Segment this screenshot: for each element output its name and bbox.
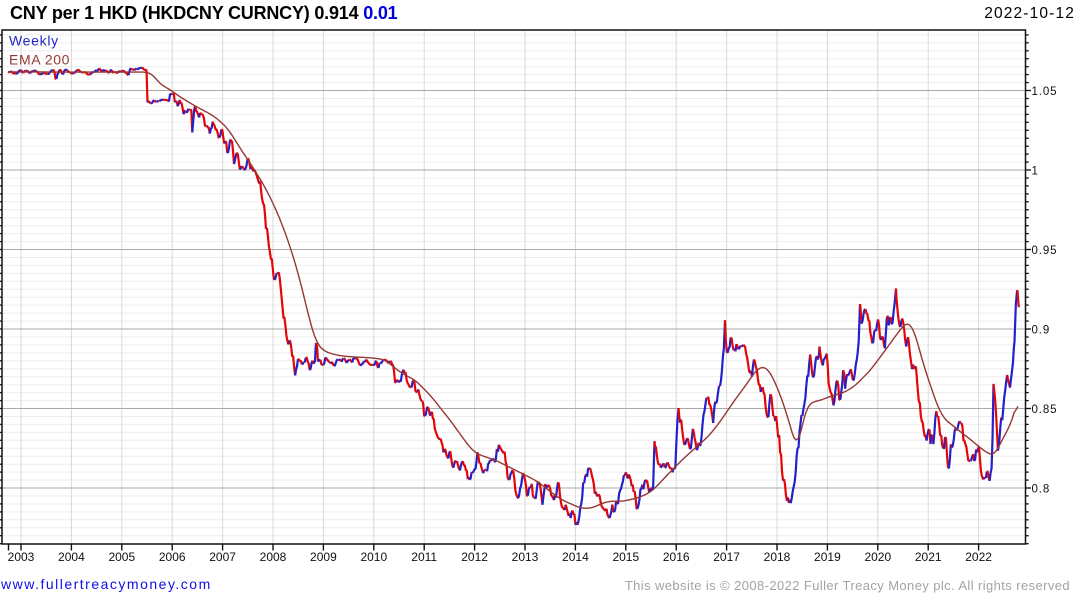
svg-text:2018: 2018 [764,550,791,564]
svg-text:2005: 2005 [108,550,135,564]
svg-text:2015: 2015 [612,550,639,564]
svg-text:EMA 200: EMA 200 [9,52,70,68]
svg-text:2008: 2008 [260,550,287,564]
svg-text:2012: 2012 [461,550,488,564]
svg-text:1.05: 1.05 [1032,86,1058,98]
svg-text:2022: 2022 [965,550,992,564]
svg-text:0.9: 0.9 [1032,324,1051,336]
svg-text:2014: 2014 [562,550,589,564]
svg-text:2007: 2007 [209,550,236,564]
svg-text:2017: 2017 [713,550,740,564]
svg-text:2013: 2013 [512,550,539,564]
svg-text:0.95: 0.95 [1032,245,1058,257]
svg-text:Weekly: Weekly [9,33,59,49]
svg-text:2020: 2020 [864,550,891,564]
svg-text:2011: 2011 [411,550,437,564]
svg-text:2019: 2019 [814,550,841,564]
svg-text:2009: 2009 [310,550,337,564]
svg-text:1: 1 [1032,165,1039,177]
svg-text:2010: 2010 [360,550,387,564]
svg-text:2016: 2016 [663,550,690,564]
svg-text:2006: 2006 [159,550,186,564]
svg-text:2003: 2003 [8,550,35,564]
svg-text:2021: 2021 [915,550,942,564]
svg-text:0.8: 0.8 [1032,483,1051,495]
svg-text:0.85: 0.85 [1032,404,1058,416]
svg-text:2004: 2004 [58,550,85,564]
